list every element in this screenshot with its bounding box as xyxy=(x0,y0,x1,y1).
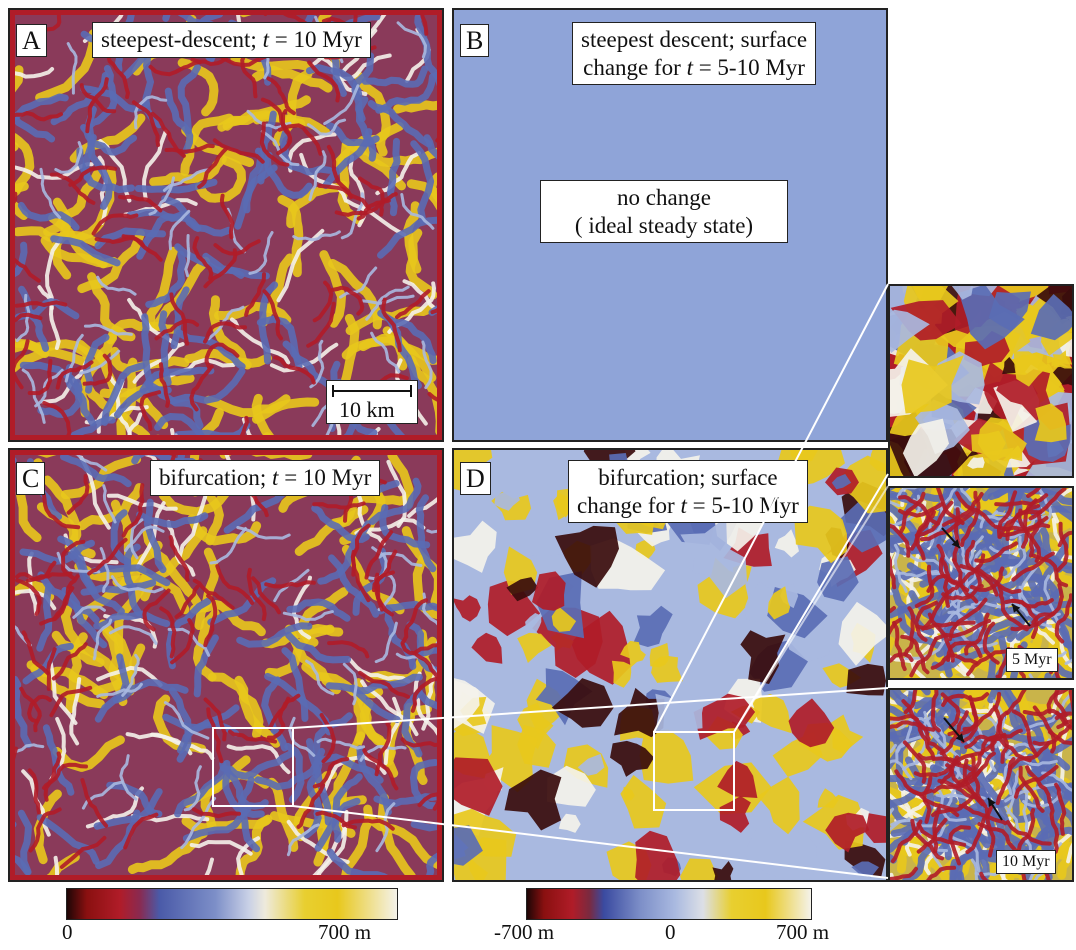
panel-b-letter: B xyxy=(460,24,490,57)
panel-a-letter: A xyxy=(16,24,47,57)
panel-b-note: no change ( ideal steady state) xyxy=(540,180,788,244)
inset-change xyxy=(888,284,1074,478)
panel-c-letter: C xyxy=(16,462,46,495)
panel-a-elevation-map xyxy=(10,10,442,440)
inset-10myr-map xyxy=(890,690,1072,880)
inset-10myr-label: 10 Myr xyxy=(996,850,1056,874)
inset-10myr xyxy=(888,688,1074,882)
colorbar-change-mid: 0 xyxy=(665,920,676,944)
panel-d-title: bifurcation; surface change for t = 5-10… xyxy=(568,460,808,524)
panel-c xyxy=(8,448,444,882)
colorbar-elevation-max: 700 m xyxy=(318,920,372,944)
scale-bar-label: 10 km xyxy=(339,397,395,422)
scale-bar xyxy=(332,385,412,397)
panel-c-title: bifurcation; t = 10 Myr xyxy=(150,460,381,496)
colorbar-elevation-min: 0 xyxy=(62,920,73,944)
panel-c-elevation-map xyxy=(10,450,442,880)
panel-a-title: steepest-descent; t = 10 Myr xyxy=(92,22,371,58)
panel-a xyxy=(8,8,444,442)
inset-5myr-label: 5 Myr xyxy=(1006,648,1058,672)
scale-bar-box: 10 km xyxy=(326,380,418,424)
panel-b-title: steepest descent; surface change for t =… xyxy=(572,22,817,86)
colorbar-change xyxy=(526,888,812,920)
inset-change-map xyxy=(890,286,1072,476)
colorbar-change-max: 700 m xyxy=(776,920,830,944)
panel-d-letter: D xyxy=(460,462,491,495)
colorbar-elevation xyxy=(66,888,398,920)
colorbar-change-min: -700 m xyxy=(494,920,555,944)
